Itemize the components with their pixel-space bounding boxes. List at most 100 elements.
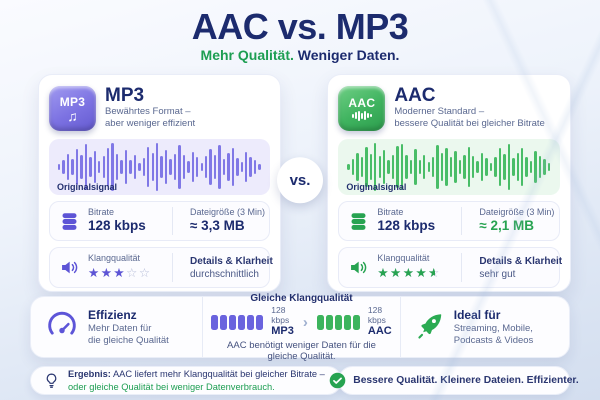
aac-desc-line1: Moderner Standard –	[394, 105, 485, 117]
divider	[171, 207, 173, 236]
result-line2: oder gleiche Qualität bei weniger Datenv…	[68, 381, 275, 392]
mp3-stats-pill: Bitrate 128 kbps Dateigröße (3 Min) ≈ 3,…	[49, 201, 271, 242]
mp3-filesize: Dateigröße (3 Min) ≈ 3,3 MB	[181, 207, 265, 235]
lightbulb-icon	[43, 372, 60, 389]
speaker-icon	[348, 257, 369, 278]
mp3-quality-label: Klangqualität	[88, 253, 141, 264]
aac-detail-value: sehr gut	[479, 268, 516, 280]
mp3-bar-labels: 128 kbps MP3	[271, 304, 294, 338]
subtitle-rest: Weniger Daten.	[293, 47, 400, 63]
mp3-cube-icon: MP3 ♫	[49, 85, 96, 131]
efficiency-section: Effizienz Mehr Daten für die gleiche Qua…	[31, 297, 202, 357]
mp3-quality-detail: Details & Klarheit durchschnittlich	[181, 255, 273, 281]
database-icon	[59, 211, 80, 232]
aac-data-bar	[316, 314, 360, 330]
mp3-card-header: MP3 ♫ MP3 Bewährtes Format – aber wenige…	[49, 84, 270, 132]
same-quality-caption: AAC benötigt weniger Daten für die gleic…	[227, 340, 376, 363]
aac-card: AAC AAC Moderner Standard – bessere Qual…	[327, 74, 571, 292]
mp3-desc: Bewährtes Format – aber weniger effizien…	[105, 106, 195, 131]
mp3-bar-name: MP3	[271, 325, 294, 338]
comparison-strip: Effizienz Mehr Daten für die gleiche Qua…	[30, 293, 570, 362]
waveform-icon	[352, 110, 372, 121]
ideal-for-line1: Streaming, Mobile,	[453, 322, 533, 334]
aac-quality-detail: Details & Klarheit sehr gut	[470, 255, 563, 281]
benefits-text: Bessere Qualität. Kleinere Dateien. Effi…	[353, 375, 579, 386]
result-label: Ergebnis:	[68, 369, 111, 380]
aac-size-value: ≈ 2,1 MB	[479, 218, 535, 234]
aac-cube-icon: AAC	[338, 85, 386, 131]
check-circle-icon	[329, 372, 346, 389]
mp3-detail-label: Details & Klarheit	[189, 255, 273, 267]
efficiency-line2: die gleiche Qualität	[88, 334, 169, 346]
page-title: AAC vs. MP3	[191, 6, 409, 47]
rocket-icon	[415, 310, 445, 345]
aac-waveform-label: Originalsignal	[346, 182, 407, 192]
mp3-title: MP3	[105, 84, 145, 106]
aac-filesize: Dateigröße (3 Min) ≈ 2,1 MB	[470, 207, 554, 235]
aac-star-rating: ☆☆☆☆☆★★★★★	[377, 266, 441, 281]
format-cards-row: MP3 ♫ MP3 Bewährtes Format – aber wenige…	[38, 74, 571, 292]
mp3-quality-pill: Klangqualität ☆☆☆☆☆★★★★★ Details & Klarh…	[49, 247, 273, 289]
mp3-bitrate: Bitrate 128 kbps	[88, 207, 164, 235]
aac-stats-pill: Bitrate 128 kbps Dateigröße (3 Min) ≈ 2,…	[338, 201, 560, 242]
aac-quality-pill: Klangqualität ☆☆☆☆☆★★★★★ Details & Klarh…	[338, 247, 563, 289]
aac-card-header: AAC AAC Moderner Standard – bessere Qual…	[338, 84, 559, 132]
result-line1: AAC liefert mehr Klangqualität bei gleic…	[110, 369, 325, 380]
aac-title: AAC	[394, 84, 436, 106]
aac-bar-labels: 128 kbps AAC	[367, 304, 392, 338]
mp3-detail-value: durchschnittlich	[189, 268, 259, 280]
benefits-pill: Bessere Qualität. Kleinere Dateien. Effi…	[329, 366, 579, 395]
aac-waveform-panel: Originalsignal	[338, 139, 560, 195]
efficiency-sub: Mehr Daten für die gleiche Qualität	[88, 323, 169, 347]
result-text: Ergebnis: AAC liefert mehr Klangqualität…	[68, 368, 325, 392]
same-quality-section: Gleiche Klangqualität 128 kbps MP3 › 128…	[202, 293, 399, 362]
aac-head-text: AAC Moderner Standard – bessere Qualität…	[394, 84, 545, 131]
efficiency-text: Effizienz Mehr Daten für die gleiche Qua…	[88, 308, 169, 347]
music-note-icon: ♫	[67, 107, 78, 124]
aac-waveform-bars	[347, 143, 551, 191]
ideal-for-sub: Streaming, Mobile, Podcasts & Videos	[454, 323, 534, 347]
page-subtitle: Mehr Qualität. Weniger Daten.	[0, 47, 600, 63]
result-pill: Ergebnis: AAC liefert mehr Klangqualität…	[30, 366, 342, 395]
mp3-waveform-panel: Originalsignal	[49, 139, 271, 195]
ideal-for-line2: Podcasts & Videos	[453, 334, 534, 346]
efficiency-line1: Mehr Daten für	[88, 322, 152, 334]
ideal-for-title: Ideal für	[453, 307, 501, 322]
mp3-star-rating: ☆☆☆☆☆★★★★★	[88, 266, 152, 281]
mp3-data-bar	[211, 314, 264, 330]
vs-badge: vs.	[277, 157, 323, 204]
mp3-quality: Klangqualität ☆☆☆☆☆★★★★★	[88, 253, 164, 282]
mp3-cube-label: MP3	[59, 94, 86, 109]
subtitle-accent: Mehr Qualität.	[200, 47, 294, 63]
divider	[461, 207, 463, 236]
mp3-card: MP3 ♫ MP3 Bewährtes Format – aber wenige…	[38, 74, 282, 292]
divider	[461, 253, 463, 283]
mp3-bitrate-label: Bitrate	[88, 207, 115, 217]
aac-bitrate-value: 128 kbps	[377, 218, 436, 234]
mp3-head-text: MP3 Bewährtes Format – aber weniger effi…	[105, 84, 195, 131]
aac-quality: Klangqualität ☆☆☆☆☆★★★★★	[377, 253, 453, 282]
mp3-size-value: ≈ 3,3 MB	[189, 218, 245, 234]
mp3-bitrate-value: 128 kbps	[88, 218, 146, 234]
speaker-icon	[59, 257, 80, 278]
mp3-waveform-label: Originalsignal	[57, 182, 118, 192]
aac-bitrate-label: Bitrate	[377, 207, 404, 217]
bitrate-comparison-row: 128 kbps MP3 › 128 kbps AAC	[211, 304, 392, 338]
mp3-desc-line1: Bewährtes Format –	[105, 105, 191, 117]
mp3-waveform-bars	[58, 143, 261, 191]
aac-cube-label: AAC	[348, 95, 376, 110]
database-icon	[348, 211, 369, 232]
aac-detail-label: Details & Klarheit	[479, 255, 563, 267]
aac-bitrate: Bitrate 128 kbps	[377, 207, 453, 235]
aac-quality-label: Klangqualität	[377, 253, 430, 264]
ideal-for-text: Ideal für Streaming, Mobile, Podcasts & …	[454, 308, 534, 347]
aac-bar-name: AAC	[367, 325, 392, 338]
divider	[171, 253, 173, 283]
mp3-bar-kbps: 128 kbps	[271, 304, 290, 325]
chevron-right-icon: ›	[302, 313, 308, 331]
aac-desc-line2: bessere Qualität bei gleicher Bitrate	[394, 117, 545, 129]
ideal-for-section: Ideal für Streaming, Mobile, Podcasts & …	[399, 297, 569, 357]
aac-bar-kbps: 128 kbps	[367, 304, 386, 325]
efficiency-title: Effizienz	[88, 307, 137, 322]
